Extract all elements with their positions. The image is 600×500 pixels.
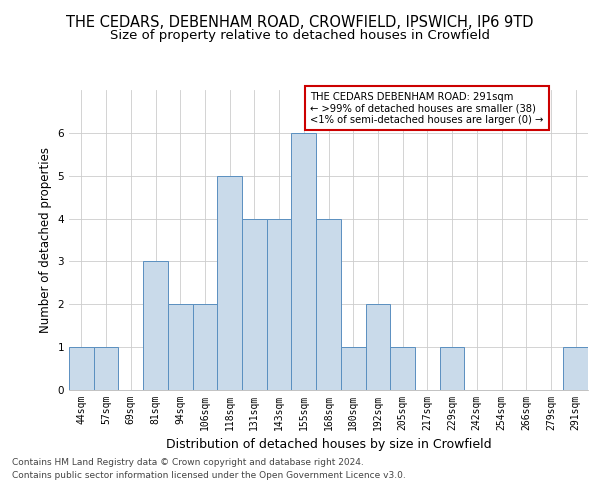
Bar xyxy=(292,133,316,390)
Text: THE CEDARS DEBENHAM ROAD: 291sqm
← >99% of detached houses are smaller (38)
<1% : THE CEDARS DEBENHAM ROAD: 291sqm ← >99% … xyxy=(310,92,544,124)
Bar xyxy=(168,304,193,390)
Text: Contains public sector information licensed under the Open Government Licence v3: Contains public sector information licen… xyxy=(12,472,406,480)
Text: Contains HM Land Registry data © Crown copyright and database right 2024.: Contains HM Land Registry data © Crown c… xyxy=(12,458,364,467)
Bar xyxy=(563,347,588,390)
Bar xyxy=(440,347,464,390)
Bar xyxy=(217,176,242,390)
Text: Size of property relative to detached houses in Crowfield: Size of property relative to detached ho… xyxy=(110,30,490,43)
Y-axis label: Number of detached properties: Number of detached properties xyxy=(39,147,52,333)
Bar xyxy=(365,304,390,390)
Bar xyxy=(143,262,168,390)
Bar xyxy=(267,218,292,390)
Bar xyxy=(390,347,415,390)
X-axis label: Distribution of detached houses by size in Crowfield: Distribution of detached houses by size … xyxy=(166,438,491,452)
Bar xyxy=(341,347,365,390)
Bar xyxy=(242,218,267,390)
Text: THE CEDARS, DEBENHAM ROAD, CROWFIELD, IPSWICH, IP6 9TD: THE CEDARS, DEBENHAM ROAD, CROWFIELD, IP… xyxy=(66,15,534,30)
Bar xyxy=(94,347,118,390)
Bar xyxy=(193,304,217,390)
Bar xyxy=(316,218,341,390)
Bar xyxy=(69,347,94,390)
